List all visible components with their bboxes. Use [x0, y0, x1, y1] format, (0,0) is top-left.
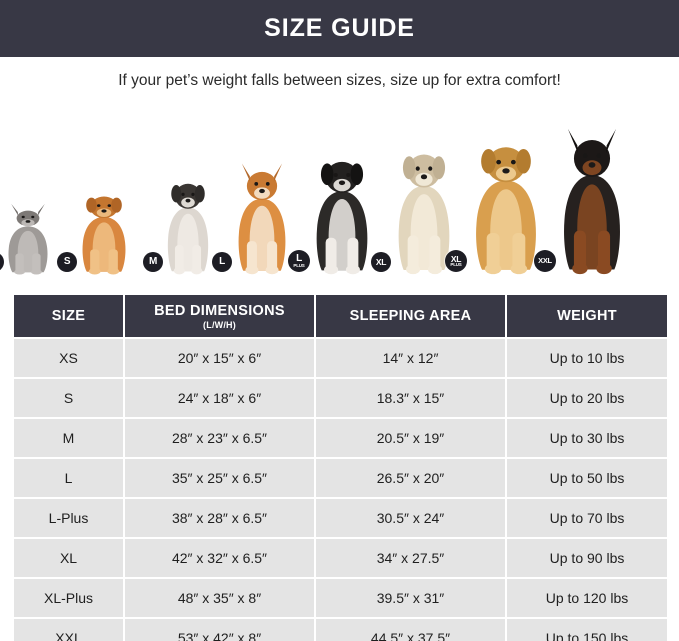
cell-size: XXL: [14, 619, 123, 641]
table-row: M 28″ x 23″ x 6.5″ 20.5″ x 19″ Up to 30 lbs: [14, 419, 667, 457]
cell-sleeping-area: 14″ x 12″: [316, 339, 505, 377]
animal-golden-retriever: [476, 147, 536, 275]
column-header-label: BED DIMENSIONS: [154, 302, 285, 319]
badge-plus-label: PLUS: [293, 262, 305, 268]
cell-size: XL-Plus: [14, 579, 123, 617]
badge-size-label: XL: [450, 253, 462, 264]
size-badge-xs: XS: [0, 252, 4, 272]
animal-cell-xxl: XXL: [534, 128, 635, 280]
cell-weight: Up to 50 lbs: [507, 459, 667, 497]
table-row: XXL 53″ x 42″ x 8″ 44.5″ x 37.5″ Up to 150 …: [14, 619, 667, 641]
badge-size-label: L: [296, 252, 302, 264]
animal-illustration: [0, 203, 58, 280]
size-badge-l: L: [212, 252, 232, 272]
cell-sleeping-area: 20.5″ x 19″: [316, 419, 505, 457]
cell-size: M: [14, 419, 123, 457]
animal-cell-l-plus: L PLUS: [288, 156, 381, 280]
cell-size: L: [14, 459, 123, 497]
cell-weight: Up to 120 lbs: [507, 579, 667, 617]
cell-bed-dimensions: 35″ x 25″ x 6.5″: [125, 459, 314, 497]
cell-weight: Up to 30 lbs: [507, 419, 667, 457]
table-row: L 35″ x 25″ x 6.5″ 26.5″ x 20″ Up to 50 lbs: [14, 459, 667, 497]
badge-size-label: L: [219, 256, 225, 267]
page-title: SIZE GUIDE: [264, 14, 415, 42]
cell-sleeping-area: 39.5″ x 31″: [316, 579, 505, 617]
animal-labrador-retriever: [398, 154, 450, 275]
animal-shiba-inu: [238, 163, 286, 275]
cell-sleeping-area: 30.5″ x 24″: [316, 499, 505, 537]
size-table: SIZE BED DIMENSIONS (L/W/H) SLEEPING AREA WE…: [14, 295, 667, 641]
animal-border-collie: [316, 161, 368, 275]
column-header-sublabel: (L/W/H): [203, 319, 236, 330]
size-badge-xxl: XXL: [534, 250, 556, 272]
animal-doberman: [564, 128, 620, 275]
column-header-label: SLEEPING AREA: [349, 308, 472, 324]
column-header-sleeping-area[interactable]: SLEEPING AREA: [316, 295, 505, 337]
animal-pomeranian: [82, 196, 126, 275]
column-header-label: WEIGHT: [557, 308, 617, 324]
badge-size-label: S: [63, 256, 71, 267]
cell-sleeping-area: 44.5″ x 37.5″: [316, 619, 505, 641]
table-row: L-Plus 38″ x 28″ x 6.5″ 30.5″ x 24″ Up to 7…: [14, 499, 667, 537]
column-header-size[interactable]: SIZE: [14, 295, 123, 337]
animal-cell-xs: XS: [0, 203, 58, 280]
animal-french-bulldog: [167, 183, 209, 275]
badge-size-label: M: [148, 256, 158, 267]
animal-grey-cat: [8, 203, 48, 275]
table-row: XL-Plus 48″ x 35″ x 8″ 39.5″ x 31″ Up to 12…: [14, 579, 667, 617]
cell-size: XS: [14, 339, 123, 377]
cell-bed-dimensions: 24″ x 18″ x 6″: [125, 379, 314, 417]
cell-bed-dimensions: 42″ x 32″ x 6.5″: [125, 539, 314, 577]
badge-size-label: XL: [375, 256, 387, 267]
column-header-label: SIZE: [51, 308, 86, 324]
animal-illustration: [303, 151, 381, 280]
table-row: XL 42″ x 32″ x 6.5″ 34″ x 27.5″ Up to 90 lb…: [14, 539, 667, 577]
animal-illustration: [157, 175, 219, 280]
cell-size: XL: [14, 539, 123, 577]
cell-sleeping-area: 34″ x 27.5″: [316, 539, 505, 577]
size-badge-s: S: [57, 252, 77, 272]
cell-bed-dimensions: 53″ x 42″ x 8″: [125, 619, 314, 641]
badge-plus-label: PLUS: [450, 262, 462, 267]
animal-cell-s: S: [57, 194, 137, 280]
animal-cell-l: L: [212, 163, 298, 280]
animal-illustration: [549, 127, 635, 280]
cell-bed-dimensions: 48″ x 35″ x 8″: [125, 579, 314, 617]
animal-size-illustrations: XSSMLLPLUSXLXLPLUSXXL: [0, 128, 679, 280]
table-header-row: SIZE BED DIMENSIONS (L/W/H) SLEEPING AREA WE…: [14, 295, 667, 337]
page-header-bar: SIZE GUIDE: [0, 0, 679, 57]
animal-illustration: [226, 162, 298, 280]
animal-cell-m: M: [143, 180, 219, 280]
cell-weight: Up to 10 lbs: [507, 339, 667, 377]
size-badge-xl: XL: [371, 252, 391, 272]
badge-size-label: XXL: [538, 256, 552, 266]
size-badge-xl-plus: XL PLUS: [445, 250, 467, 272]
animal-cell-xl: XL: [371, 148, 463, 280]
cell-size: S: [14, 379, 123, 417]
cell-bed-dimensions: 28″ x 23″ x 6.5″: [125, 419, 314, 457]
table-body: XS 20″ x 15″ x 6″ 14″ x 12″ Up to 10 lbs S 24…: [14, 339, 667, 641]
animal-illustration: [460, 135, 552, 280]
cell-weight: Up to 90 lbs: [507, 539, 667, 577]
subtitle-text: If your pet’s weight falls between sizes…: [118, 72, 561, 89]
size-badge-m: M: [143, 252, 163, 272]
cell-weight: Up to 20 lbs: [507, 379, 667, 417]
column-header-weight[interactable]: WEIGHT: [507, 295, 667, 337]
cell-sleeping-area: 26.5″ x 20″: [316, 459, 505, 497]
size-badge-l-plus: L PLUS: [288, 250, 310, 272]
cell-weight: Up to 150 lbs: [507, 619, 667, 641]
table-row: S 24″ x 18″ x 6″ 18.3″ x 15″ Up to 20 lbs: [14, 379, 667, 417]
cell-sleeping-area: 18.3″ x 15″: [316, 379, 505, 417]
animal-cell-xl-plus: XL PLUS: [445, 140, 552, 280]
cell-size: L-Plus: [14, 499, 123, 537]
animal-illustration: [71, 189, 137, 280]
cell-weight: Up to 70 lbs: [507, 499, 667, 537]
cell-bed-dimensions: 20″ x 15″ x 6″: [125, 339, 314, 377]
animal-illustration: [385, 143, 463, 280]
table-row: XS 20″ x 15″ x 6″ 14″ x 12″ Up to 10 lbs: [14, 339, 667, 377]
column-header-bed-dimensions[interactable]: BED DIMENSIONS (L/W/H): [125, 295, 314, 337]
cell-bed-dimensions: 38″ x 28″ x 6.5″: [125, 499, 314, 537]
